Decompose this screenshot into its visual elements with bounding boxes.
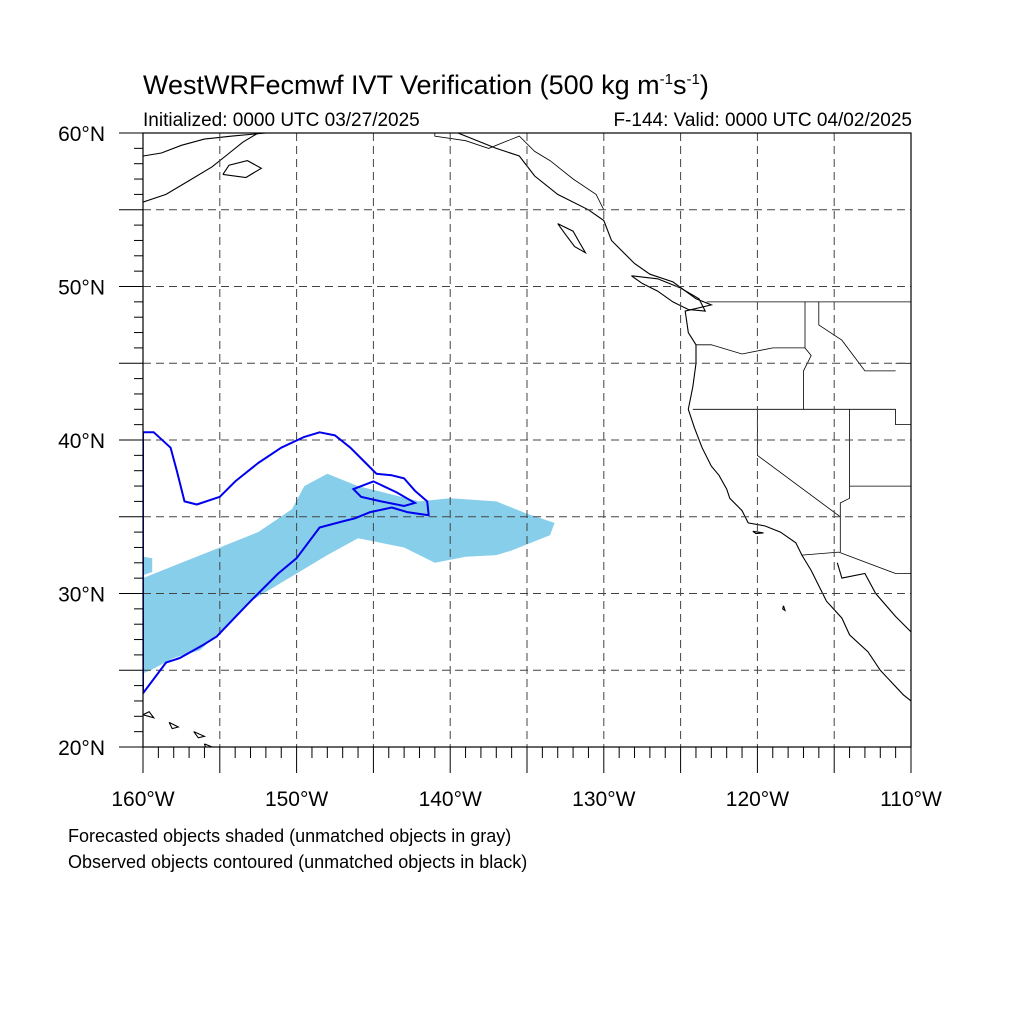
lon-tick-label: 120°W [726, 788, 789, 811]
legend-note-observed: Observed objects contoured (unmatched ob… [68, 852, 528, 872]
forecast-object-shaded [143, 473, 555, 674]
border-ut-east [895, 409, 911, 426]
observed-object-inner-contour [351, 480, 418, 508]
border-wa-or [696, 301, 806, 355]
lon-tick-label: 150°W [265, 788, 328, 811]
lon-tick-label: 160°W [111, 788, 174, 811]
lon-tick-label: 110°W [880, 788, 942, 811]
observed-object-contour [143, 431, 430, 695]
coastline-vancouver-island [631, 275, 707, 312]
coastline-hawaii-4 [203, 743, 214, 747]
coastline-guadalupe [782, 605, 787, 612]
border-id-mt [818, 301, 896, 372]
coastline-hawaii-3 [193, 731, 207, 739]
coastline-haida-gwaii [557, 223, 587, 255]
lat-tick-label: 50°N [58, 277, 105, 300]
coastline-gulf-of-california [836, 562, 911, 634]
border-id-or [803, 347, 812, 410]
border-us-mexico [801, 551, 911, 574]
valid-time: F-144: Valid: 0000 UTC 04/02/2025 [613, 110, 912, 131]
coastline-north-america [457, 133, 911, 702]
coastline-channel-islands [752, 530, 764, 535]
coastline-hawaii-1 [143, 711, 156, 719]
border-alaska-canada [434, 133, 605, 210]
legend-note-forecast: Forecasted objects shaded (unmatched obj… [68, 826, 512, 846]
coastline-kodiak [222, 160, 263, 179]
figure-title: WestWRFecmwf IVT Verification (500 kg m-… [143, 70, 709, 100]
lat-tick-label: 60°N [58, 123, 105, 146]
coastline-alaska-gulf [143, 133, 266, 157]
lat-tick-label: 30°N [58, 584, 105, 607]
lon-tick-label: 130°W [572, 788, 635, 811]
lon-tick-label: 140°W [419, 788, 482, 811]
lat-tick-label: 20°N [58, 737, 105, 760]
lat-tick-label: 40°N [58, 430, 105, 453]
border-nv-az [839, 409, 850, 517]
initialized-time: Initialized: 0000 UTC 03/27/2025 [143, 110, 420, 131]
forecast-object-fragment [143, 556, 153, 576]
coastline-alaska-peninsula [143, 133, 259, 203]
border-ca-nv [757, 409, 841, 553]
coastline-hawaii-2 [168, 721, 180, 730]
